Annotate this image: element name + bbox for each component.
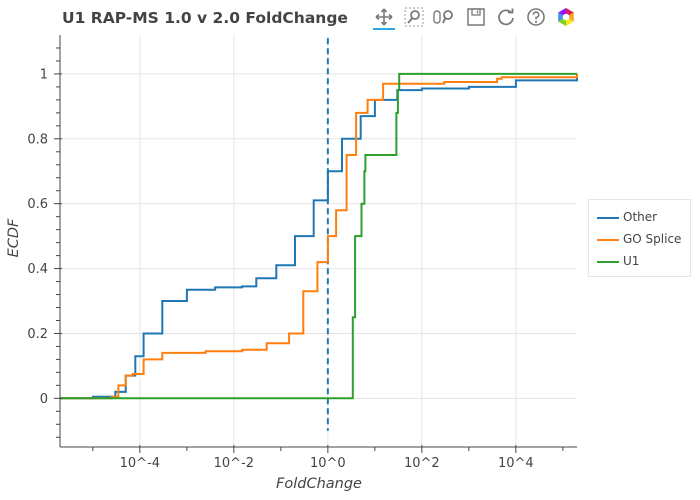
legend-swatch-u1 xyxy=(597,261,619,263)
plot-background xyxy=(60,35,577,447)
bokeh-logo-link[interactable] xyxy=(555,6,577,28)
series-line-u1 xyxy=(60,72,577,400)
y-tick-label: 0.8 xyxy=(27,132,48,147)
reset-icon xyxy=(498,8,514,26)
y-tick-label: 0.6 xyxy=(27,197,48,212)
y-tick-label: 0.4 xyxy=(27,262,48,277)
pan-icon xyxy=(375,8,393,26)
pan-tool-button[interactable] xyxy=(373,6,395,30)
help-tool-button[interactable] xyxy=(525,6,547,28)
chart-title: U1 RAP-MS 1.0 v 2.0 FoldChange xyxy=(62,9,348,27)
box-zoom-tool-button[interactable] xyxy=(403,6,425,28)
x-tick-label: 10^4 xyxy=(498,456,534,471)
bokeh-logo-icon xyxy=(558,8,574,26)
legend-swatch-other xyxy=(597,217,619,219)
y-tick-label: 1 xyxy=(40,67,48,82)
wheel-zoom-tool-button[interactable] xyxy=(432,6,454,28)
help-icon xyxy=(527,8,545,26)
y-tick-label: 0.2 xyxy=(27,327,48,342)
legend-label-u1: U1 xyxy=(623,254,640,268)
y-tick-label: 0 xyxy=(40,392,48,407)
chart-toolbar xyxy=(370,4,585,30)
x-tick-label: 10^2 xyxy=(404,456,440,471)
series-line-other xyxy=(60,73,578,400)
x-tick-label: 10^0 xyxy=(310,456,346,471)
legend: Other GO Splice U1 xyxy=(588,199,691,277)
save-icon xyxy=(467,8,485,26)
legend-swatch-go-splice xyxy=(597,239,619,241)
y-axis-label: ECDF xyxy=(6,218,22,258)
x-tick-label: 10^-4 xyxy=(120,456,160,471)
series-layer xyxy=(60,72,578,400)
x-axis-label: FoldChange xyxy=(276,476,362,492)
axes-layer: 10^-4 10^-2 10^0 10^2 10^4 0 0.2 0.4 0.6 0.8 1 xyxy=(27,35,577,471)
save-tool-button[interactable] xyxy=(465,6,487,28)
legend-label-other: Other xyxy=(623,210,658,224)
series-line-go-splice xyxy=(60,73,578,400)
x-tick-label: 10^-2 xyxy=(214,456,254,471)
wheel-zoom-icon xyxy=(433,10,453,24)
legend-label-go-splice: GO Splice xyxy=(623,232,682,246)
grid-lines xyxy=(60,35,577,447)
reset-tool-button[interactable] xyxy=(495,6,517,28)
box-zoom-icon xyxy=(404,7,424,27)
